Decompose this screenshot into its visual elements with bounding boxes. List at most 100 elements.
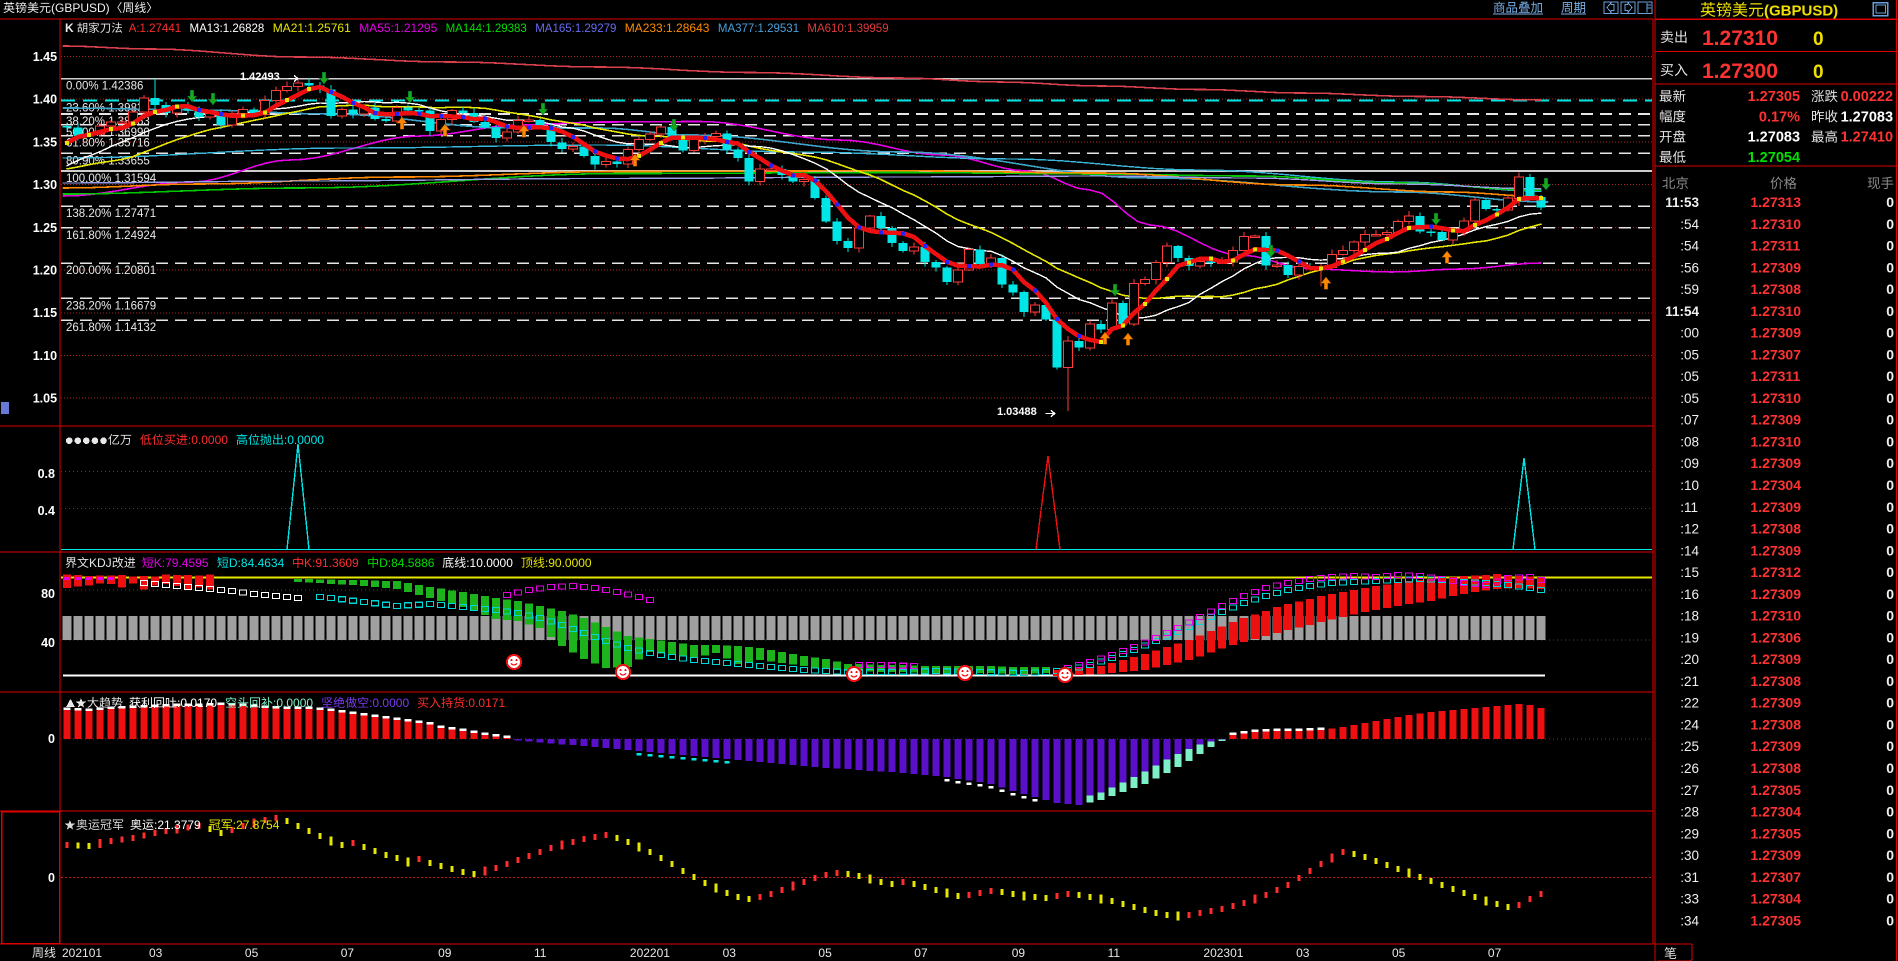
svg-text:1.30: 1.30 <box>33 178 57 192</box>
svg-text:0: 0 <box>1886 869 1894 885</box>
svg-text::07: :07 <box>1680 413 1699 428</box>
svg-text::14: :14 <box>1680 543 1699 558</box>
svg-text:1.25: 1.25 <box>33 221 57 235</box>
svg-text:1.27307: 1.27307 <box>1750 869 1801 885</box>
svg-text:1.27310: 1.27310 <box>1750 608 1801 624</box>
svg-text:0: 0 <box>1886 804 1894 820</box>
svg-text::56: :56 <box>1680 260 1699 275</box>
svg-text::0.0000: :0.0000 <box>188 433 228 447</box>
svg-text:1.27309: 1.27309 <box>1750 651 1801 667</box>
svg-text:0: 0 <box>1886 434 1894 450</box>
svg-text:1.27410: 1.27410 <box>1841 130 1893 146</box>
svg-text:202301: 202301 <box>1203 946 1243 960</box>
svg-text:0: 0 <box>48 732 55 746</box>
svg-text:1.27083: 1.27083 <box>1841 109 1893 125</box>
svg-text::31: :31 <box>1680 870 1699 885</box>
svg-text:07: 07 <box>914 946 928 960</box>
svg-text:1.27309: 1.27309 <box>1750 847 1801 863</box>
svg-text:D:84.4634: D:84.4634 <box>229 556 285 570</box>
svg-text::0.0171: :0.0171 <box>465 696 505 710</box>
svg-text:1.15: 1.15 <box>33 306 57 320</box>
svg-text:0.4: 0.4 <box>38 504 55 518</box>
svg-text::16: :16 <box>1680 587 1699 602</box>
svg-text:0: 0 <box>1886 542 1894 558</box>
svg-text:0: 0 <box>1886 303 1894 319</box>
svg-text:0: 0 <box>48 871 55 885</box>
svg-text:05: 05 <box>245 946 259 960</box>
svg-text:07: 07 <box>341 946 355 960</box>
svg-text:1.27310: 1.27310 <box>1750 434 1801 450</box>
svg-text::24: :24 <box>1680 718 1699 733</box>
svg-text::59: :59 <box>1680 282 1699 297</box>
svg-text:0: 0 <box>1886 455 1894 471</box>
svg-text::54: :54 <box>1680 217 1699 232</box>
svg-text:1.27300: 1.27300 <box>1702 60 1778 83</box>
svg-text:1.27309: 1.27309 <box>1750 738 1801 754</box>
svg-text::0.0170: :0.0170 <box>177 696 217 710</box>
svg-text:80: 80 <box>41 587 55 601</box>
svg-text::09: :09 <box>1680 456 1699 471</box>
svg-text::25: :25 <box>1680 739 1699 754</box>
svg-text:MA21:1.25761: MA21:1.25761 <box>273 21 351 35</box>
svg-text:03: 03 <box>1296 946 1310 960</box>
svg-text:1.27308: 1.27308 <box>1750 717 1801 733</box>
svg-text:0: 0 <box>1886 673 1894 689</box>
svg-text:0: 0 <box>1886 194 1894 210</box>
svg-text:0: 0 <box>1886 412 1894 428</box>
svg-text:0: 0 <box>1886 912 1894 928</box>
svg-text::19: :19 <box>1680 630 1699 645</box>
svg-text::33: :33 <box>1680 892 1699 907</box>
svg-text::26: :26 <box>1680 761 1699 776</box>
svg-text:K:91.3609: K:91.3609 <box>304 556 359 570</box>
svg-text:1.27309: 1.27309 <box>1750 325 1801 341</box>
svg-text::30: :30 <box>1680 848 1699 863</box>
svg-text::05: :05 <box>1680 391 1699 406</box>
svg-text:161.80% 1.24924: 161.80% 1.24924 <box>66 230 157 242</box>
svg-text:0.17%: 0.17% <box>1759 109 1800 125</box>
svg-text:0: 0 <box>1813 62 1824 83</box>
svg-text:0: 0 <box>1886 738 1894 754</box>
svg-text:238.20% 1.16679: 238.20% 1.16679 <box>66 300 156 312</box>
svg-text:11:54: 11:54 <box>1665 304 1699 319</box>
svg-text:0: 0 <box>1886 564 1894 580</box>
svg-text:1.05: 1.05 <box>33 392 57 406</box>
svg-text:1.40: 1.40 <box>33 93 57 107</box>
svg-text:1.27307: 1.27307 <box>1750 346 1801 362</box>
svg-text:1.27308: 1.27308 <box>1750 760 1801 776</box>
svg-text:D:84.5886: D:84.5886 <box>379 556 435 570</box>
svg-text:11: 11 <box>1108 946 1121 960</box>
svg-text::34: :34 <box>1680 913 1699 928</box>
svg-text:(GBPUSD): (GBPUSD) <box>51 1 110 15</box>
svg-text:0: 0 <box>1886 499 1894 515</box>
svg-text:1.27309: 1.27309 <box>1750 412 1801 428</box>
svg-text:1.27310: 1.27310 <box>1750 216 1801 232</box>
svg-text:1.27305: 1.27305 <box>1750 825 1801 841</box>
svg-text:0.00% 1.42386: 0.00% 1.42386 <box>66 81 143 93</box>
svg-text:11:53: 11:53 <box>1665 195 1699 210</box>
svg-text:1.27305: 1.27305 <box>1750 782 1801 798</box>
svg-text:05: 05 <box>818 946 832 960</box>
svg-text::00: :00 <box>1680 326 1699 341</box>
svg-text:1.20: 1.20 <box>33 264 57 278</box>
svg-text:0: 0 <box>1886 325 1894 341</box>
svg-text:03: 03 <box>723 946 737 960</box>
svg-text:0: 0 <box>1886 847 1894 863</box>
svg-text:1.27309: 1.27309 <box>1750 586 1801 602</box>
svg-text:0: 0 <box>1886 717 1894 733</box>
svg-text:1.27306: 1.27306 <box>1750 629 1801 645</box>
svg-text:1.27054: 1.27054 <box>1748 150 1800 166</box>
svg-text:0.8: 0.8 <box>38 467 55 481</box>
svg-text:0: 0 <box>1886 629 1894 645</box>
svg-text:1.27305: 1.27305 <box>1750 912 1801 928</box>
svg-text::10: :10 <box>1680 478 1699 493</box>
svg-text::18: :18 <box>1680 609 1699 624</box>
svg-text:261.80% 1.14132: 261.80% 1.14132 <box>66 322 156 334</box>
svg-text:MA165:1.29279: MA165:1.29279 <box>535 23 616 35</box>
svg-text:1.27313: 1.27313 <box>1750 194 1801 210</box>
svg-text:(GBPUSD): (GBPUSD) <box>1764 3 1838 20</box>
svg-text:MA610:1.39959: MA610:1.39959 <box>807 23 888 35</box>
svg-text::21.3779: :21.3779 <box>154 818 201 832</box>
svg-text:09: 09 <box>438 946 452 960</box>
svg-text:1.27083: 1.27083 <box>1748 130 1800 146</box>
svg-text:A:1.27441: A:1.27441 <box>129 23 181 35</box>
